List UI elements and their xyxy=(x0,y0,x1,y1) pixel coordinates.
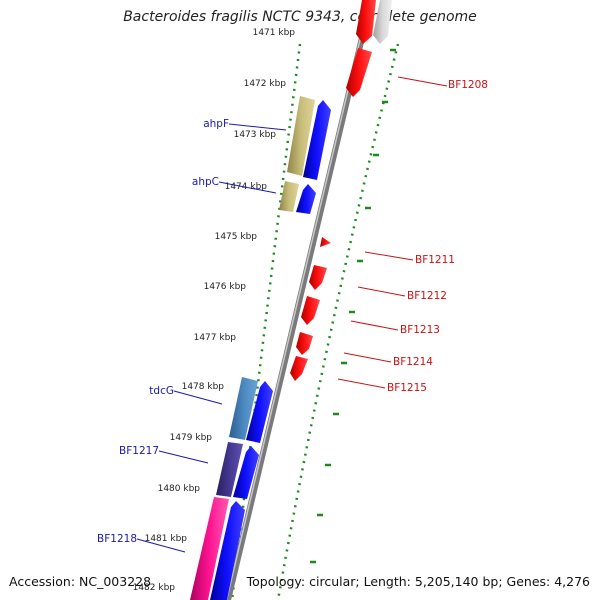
tick-label: 1475 kbp xyxy=(215,232,258,242)
gene-label-BF1218[interactable]: BF1218 xyxy=(97,533,137,545)
gene-label-BF1217[interactable]: BF1217 xyxy=(119,445,159,457)
gene-BF1214[interactable] xyxy=(296,332,313,355)
gene-label-BF1214[interactable]: BF1214 xyxy=(393,356,433,368)
leader-line xyxy=(350,320,399,331)
gene-BF1211[interactable] xyxy=(320,237,331,247)
gene-BF1213[interactable] xyxy=(301,296,320,325)
gene-ahpF-forward[interactable] xyxy=(303,100,331,180)
left-gene-labels: ahpF ahpC tdcG BF1217 BF1218 xyxy=(97,118,287,553)
right-gene-labels: BF1208 BF1211 BF1212 BF1213 BF1214 BF121… xyxy=(337,76,488,394)
gene-label-ahpF[interactable]: ahpF xyxy=(203,118,229,130)
gene-reverse-top[interactable] xyxy=(356,0,376,44)
leader-line xyxy=(173,390,223,405)
leader-line xyxy=(218,181,277,194)
gene-label-BF1213[interactable]: BF1213 xyxy=(400,324,440,336)
gene-BF1217-forward[interactable] xyxy=(233,446,259,499)
outer-track-ticks xyxy=(310,48,396,564)
tick-label: 1476 kbp xyxy=(204,282,247,292)
gene-BF1208[interactable] xyxy=(346,48,372,97)
gene-label-BF1208[interactable]: BF1208 xyxy=(448,79,488,91)
leader-line xyxy=(158,450,209,464)
gene-BF1217-cog[interactable] xyxy=(216,442,243,497)
gene-BF1215[interactable] xyxy=(290,356,308,381)
gene-BF1218-cog[interactable] xyxy=(190,497,229,600)
leader-line xyxy=(136,538,186,553)
leader-line xyxy=(364,251,414,261)
tick-label: 1481 kbp xyxy=(145,534,188,544)
tick-label: 1471 kbp xyxy=(253,28,296,38)
tick-label: 1480 kbp xyxy=(158,484,201,494)
gene-tdcG-forward[interactable] xyxy=(246,381,273,443)
tick-label: 1472 kbp xyxy=(244,79,287,89)
gene-label-BF1212[interactable]: BF1212 xyxy=(407,290,447,302)
tick-label: 1473 kbp xyxy=(234,130,277,140)
gene-ahpC-forward[interactable] xyxy=(296,184,316,214)
gene-label-tdcG[interactable]: tdcG xyxy=(149,385,174,397)
leader-line xyxy=(357,286,406,297)
accession-text: Accession: NC_003228 xyxy=(9,574,152,589)
topology-text: Topology: circular; Length: 5,205,140 bp… xyxy=(246,574,590,589)
gene-ahpF-cog[interactable] xyxy=(287,96,315,176)
gene-ahpC-cog[interactable] xyxy=(279,181,299,212)
leader-line xyxy=(337,378,386,389)
tick-label: 1477 kbp xyxy=(194,333,237,343)
leader-line xyxy=(343,352,392,363)
tick-label: 1482 kbp xyxy=(133,583,176,593)
gene-reverse-top-grey[interactable] xyxy=(373,0,392,44)
leader-line xyxy=(397,76,448,87)
gene-label-BF1215[interactable]: BF1215 xyxy=(387,382,427,394)
tick-label: 1478 kbp xyxy=(182,382,225,392)
gene-label-ahpC[interactable]: ahpC xyxy=(192,176,219,188)
gene-tdcG-cog[interactable] xyxy=(229,377,258,440)
tick-label: 1479 kbp xyxy=(170,433,213,443)
forward-strand-genes xyxy=(210,100,331,600)
cog-track xyxy=(190,96,315,600)
reverse-strand-genes xyxy=(290,0,392,381)
gene-BF1212[interactable] xyxy=(309,265,327,290)
gene-BF1218-forward[interactable] xyxy=(210,501,245,600)
gene-label-BF1211[interactable]: BF1211 xyxy=(415,254,455,266)
leader-line xyxy=(228,123,287,131)
